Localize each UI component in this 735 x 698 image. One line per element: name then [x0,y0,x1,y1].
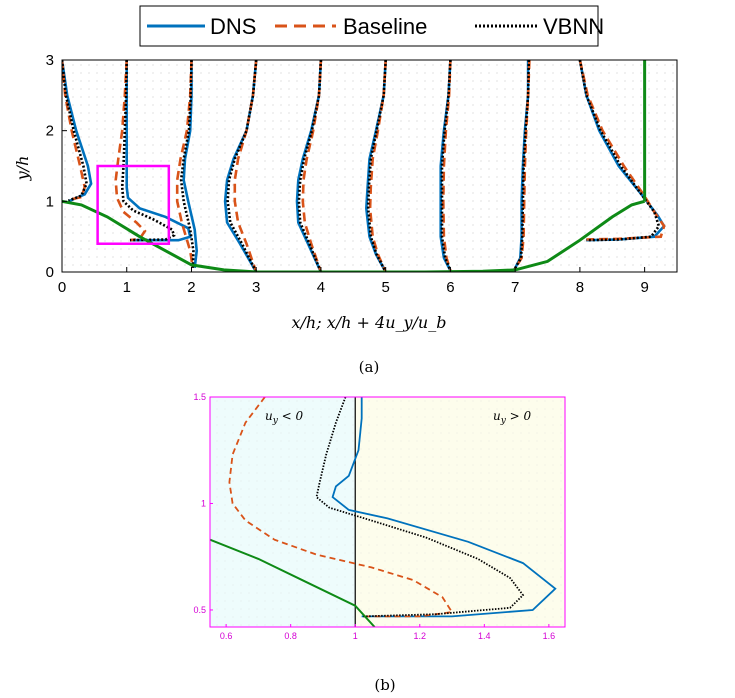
profile-baseline-x4 [301,60,323,272]
profile-vbnn-x5 [366,60,387,272]
b-xtick-label: 0.6 [220,631,233,641]
panel-a-xlabel: x/h; x/h + 4u_y/u_b [292,313,447,332]
a-xtick-label: 5 [382,279,390,296]
profile-baseline-x0 [62,60,87,202]
a-ytick-label: 3 [46,52,54,69]
b-xtick-label: 1.4 [478,631,491,641]
b-ytick-label: 0.5 [193,605,206,615]
panel-b-axes-frame [209,396,566,628]
caption-b: (b) [374,676,395,694]
b-ytick-label: 1 [201,498,206,508]
a-xtick-label: 1 [123,279,131,296]
a-ytick-label: 0 [46,264,54,281]
panel-a-ylabel: y/h [13,156,32,182]
a-ytick-label: 2 [46,123,54,140]
profile-dns-x0 [62,60,93,203]
profile-dns-x1 [125,60,192,242]
legend-label-vbnn: VBNN [543,14,604,39]
legend-label-baseline: Baseline [343,14,427,39]
b-xtick-label: 0.8 [284,631,297,641]
a-xtick-label: 0 [58,279,66,296]
hill-wall-line [62,199,646,272]
profile-dns-x2 [182,60,199,268]
b-xtick-label: 1.6 [543,631,556,641]
profile-baseline-x3 [233,60,258,272]
legend-box [139,5,599,47]
legend: DNS Baseline VBNN [139,5,604,47]
profile-baseline-x2 [175,60,195,268]
a-ytick-label: 1 [46,193,54,210]
zoom-vbnn-line [315,397,525,618]
panel-b: 0.6 0.8 1 1.2 1.4 1.60.511.5 uy < 0 uy > 0 (b… [193,392,566,694]
profile-vbnn-x4 [297,60,323,272]
panel-a-axes-frame [61,59,678,273]
a-xtick-label: 9 [640,279,648,296]
profile-baseline-x5 [368,60,387,272]
profile-baseline-x1 [114,60,147,242]
profile-vbnn-x2 [179,60,195,268]
profile-vbnn-x6 [440,60,452,272]
legend-label-dns: DNS [210,14,256,39]
profile-vbnn-x1 [120,60,176,242]
a-xtick-label: 6 [446,279,454,296]
caption-a: (a) [359,358,380,376]
zoom-dns-line [331,397,557,618]
zoom-wall-line [210,538,376,627]
profile-vbnn-x0 [62,60,88,202]
b-ytick-label: 1.5 [193,392,206,402]
a-xtick-label: 3 [252,279,260,296]
a-xtick-label: 8 [576,279,584,296]
profile-vbnn-x8 [578,60,661,242]
b-xtick-label: 1 [353,631,358,641]
a-xtick-label: 2 [187,279,195,296]
a-xtick-label: 4 [317,279,325,296]
panel-b-dotgrid [210,397,565,627]
zoom-baseline-line [228,397,454,618]
panel-a-highlight-box [96,164,171,245]
b-xtick-label: 1.2 [414,631,427,641]
profile-vbnn-x7 [512,60,531,272]
a-xtick-label: 7 [511,279,519,296]
panel-a: 0 1 2 3 4 5 6 7 8 9 0 1 2 3 y/h x/h; x/h + 4u_y/u_b D… [13,5,678,376]
